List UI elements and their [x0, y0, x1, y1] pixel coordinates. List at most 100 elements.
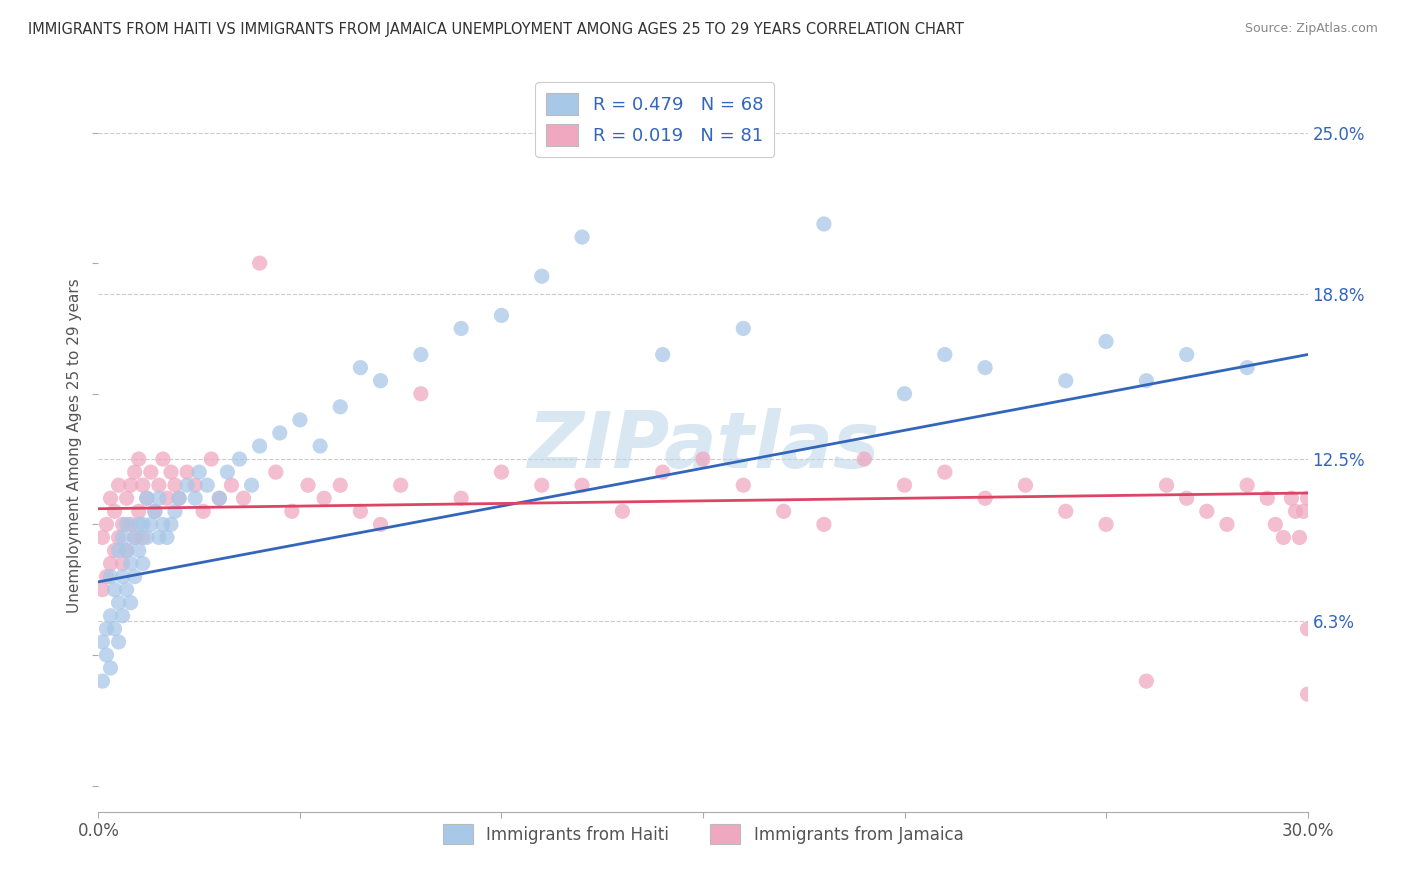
Point — [152, 452, 174, 467]
Point — [612, 504, 634, 518]
Point — [853, 452, 876, 467]
Point — [115, 543, 138, 558]
Point — [450, 491, 472, 506]
Point — [314, 491, 336, 506]
Point — [934, 465, 956, 479]
Point — [115, 517, 138, 532]
Point — [530, 478, 553, 492]
Point — [91, 635, 114, 649]
Point — [143, 504, 166, 518]
Point — [1296, 491, 1319, 506]
Point — [772, 504, 794, 518]
Point — [1284, 504, 1306, 518]
Point — [349, 504, 371, 518]
Point — [370, 374, 392, 388]
Point — [228, 452, 250, 467]
Point — [1135, 674, 1157, 689]
Point — [1095, 517, 1118, 532]
Point — [100, 491, 122, 506]
Point — [1272, 530, 1295, 544]
Point — [107, 596, 129, 610]
Point — [491, 309, 513, 323]
Point — [124, 465, 146, 479]
Point — [148, 478, 170, 492]
Point — [264, 465, 287, 479]
Point — [163, 478, 186, 492]
Point — [100, 557, 122, 571]
Text: Source: ZipAtlas.com: Source: ZipAtlas.com — [1244, 22, 1378, 36]
Point — [103, 543, 125, 558]
Point — [733, 321, 755, 335]
Point — [184, 491, 207, 506]
Point — [156, 491, 179, 506]
Point — [1236, 360, 1258, 375]
Point — [409, 348, 432, 362]
Point — [152, 517, 174, 532]
Point — [1195, 504, 1218, 518]
Point — [450, 321, 472, 335]
Point — [120, 517, 142, 532]
Point — [208, 491, 231, 506]
Point — [96, 517, 118, 532]
Point — [281, 504, 304, 518]
Point — [1292, 504, 1315, 518]
Point — [571, 478, 593, 492]
Point — [813, 217, 835, 231]
Point — [111, 569, 134, 583]
Point — [269, 425, 291, 440]
Point — [1095, 334, 1118, 349]
Point — [184, 478, 207, 492]
Point — [132, 478, 155, 492]
Point — [288, 413, 311, 427]
Point — [107, 530, 129, 544]
Point — [249, 439, 271, 453]
Point — [139, 517, 162, 532]
Point — [530, 269, 553, 284]
Point — [651, 465, 673, 479]
Point — [135, 491, 157, 506]
Point — [571, 230, 593, 244]
Point — [893, 478, 915, 492]
Point — [208, 491, 231, 506]
Point — [409, 386, 432, 401]
Point — [309, 439, 332, 453]
Point — [96, 622, 118, 636]
Point — [143, 504, 166, 518]
Point — [148, 491, 170, 506]
Point — [128, 504, 150, 518]
Point — [128, 452, 150, 467]
Point — [160, 465, 183, 479]
Text: IMMIGRANTS FROM HAITI VS IMMIGRANTS FROM JAMAICA UNEMPLOYMENT AMONG AGES 25 TO 2: IMMIGRANTS FROM HAITI VS IMMIGRANTS FROM… — [28, 22, 965, 37]
Y-axis label: Unemployment Among Ages 25 to 29 years: Unemployment Among Ages 25 to 29 years — [66, 278, 82, 614]
Point — [1054, 374, 1077, 388]
Legend: Immigrants from Haiti, Immigrants from Jamaica: Immigrants from Haiti, Immigrants from J… — [436, 817, 970, 851]
Point — [1236, 478, 1258, 492]
Point — [651, 348, 673, 362]
Point — [232, 491, 254, 506]
Point — [148, 530, 170, 544]
Point — [91, 674, 114, 689]
Point — [1296, 687, 1319, 701]
Point — [91, 582, 114, 597]
Point — [200, 452, 222, 467]
Point — [139, 465, 162, 479]
Point — [96, 648, 118, 662]
Point — [103, 582, 125, 597]
Text: ZIPatlas: ZIPatlas — [527, 408, 879, 484]
Point — [128, 517, 150, 532]
Point — [491, 465, 513, 479]
Point — [249, 256, 271, 270]
Point — [120, 557, 142, 571]
Point — [217, 465, 239, 479]
Point — [349, 360, 371, 375]
Point — [103, 504, 125, 518]
Point — [135, 530, 157, 544]
Point — [100, 608, 122, 623]
Point — [893, 386, 915, 401]
Point — [934, 348, 956, 362]
Point — [100, 661, 122, 675]
Point — [974, 360, 997, 375]
Point — [176, 465, 198, 479]
Point — [124, 530, 146, 544]
Point — [115, 582, 138, 597]
